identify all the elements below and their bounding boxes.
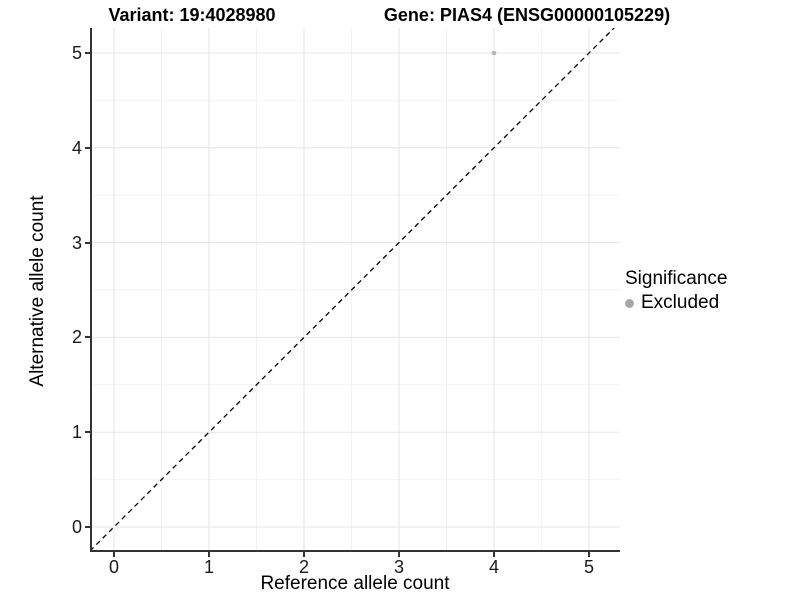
y-tick-mark: [85, 431, 90, 434]
legend-item-label: Excluded: [641, 292, 720, 313]
y-tick-mark: [85, 526, 90, 528]
y-tick-mark: [85, 146, 90, 149]
y-tick-label: 4: [71, 137, 82, 158]
x-tick-mark: [398, 552, 400, 557]
x-tick-label: 3: [393, 557, 404, 577]
gene-title: Gene: PIAS4 (ENSG00000105229): [383, 5, 671, 25]
legend-item-excluded: Excluded: [625, 292, 727, 314]
y-tick-mark: [85, 336, 90, 339]
legend-title: Significance: [625, 268, 728, 289]
plot-canvas: [90, 28, 620, 552]
x-tick-mark: [303, 552, 305, 557]
x-tick-label: 1: [203, 557, 214, 577]
x-tick-mark: [588, 552, 590, 557]
legend: Significance Excluded: [625, 268, 727, 314]
x-tick-label: 0: [108, 557, 119, 577]
y-tick-label: 1: [71, 422, 82, 443]
x-tick-label: 5: [583, 557, 594, 577]
y-axis-title: Alternative allele count: [27, 195, 48, 387]
excluded-point-icon: [625, 298, 634, 308]
y-tick-label: 0: [71, 517, 82, 537]
x-tick-label: 4: [488, 557, 499, 577]
x-tick-label: 2: [298, 557, 309, 577]
y-tick-label: 3: [71, 232, 82, 253]
identity-reference-line: [90, 28, 615, 552]
y-tick-label: 5: [71, 43, 82, 63]
x-tick-mark: [113, 552, 115, 557]
x-tick-mark: [493, 552, 495, 557]
plot-panel: [90, 28, 620, 552]
variant-title: Variant: 19:4028980: [108, 5, 276, 25]
y-tick-label: 2: [71, 327, 82, 348]
y-tick-mark: [85, 52, 90, 54]
x-tick-mark: [208, 552, 210, 557]
data-point-excluded: [491, 50, 497, 56]
y-tick-mark: [85, 241, 90, 244]
x-axis-title: Reference allele count: [260, 573, 450, 594]
